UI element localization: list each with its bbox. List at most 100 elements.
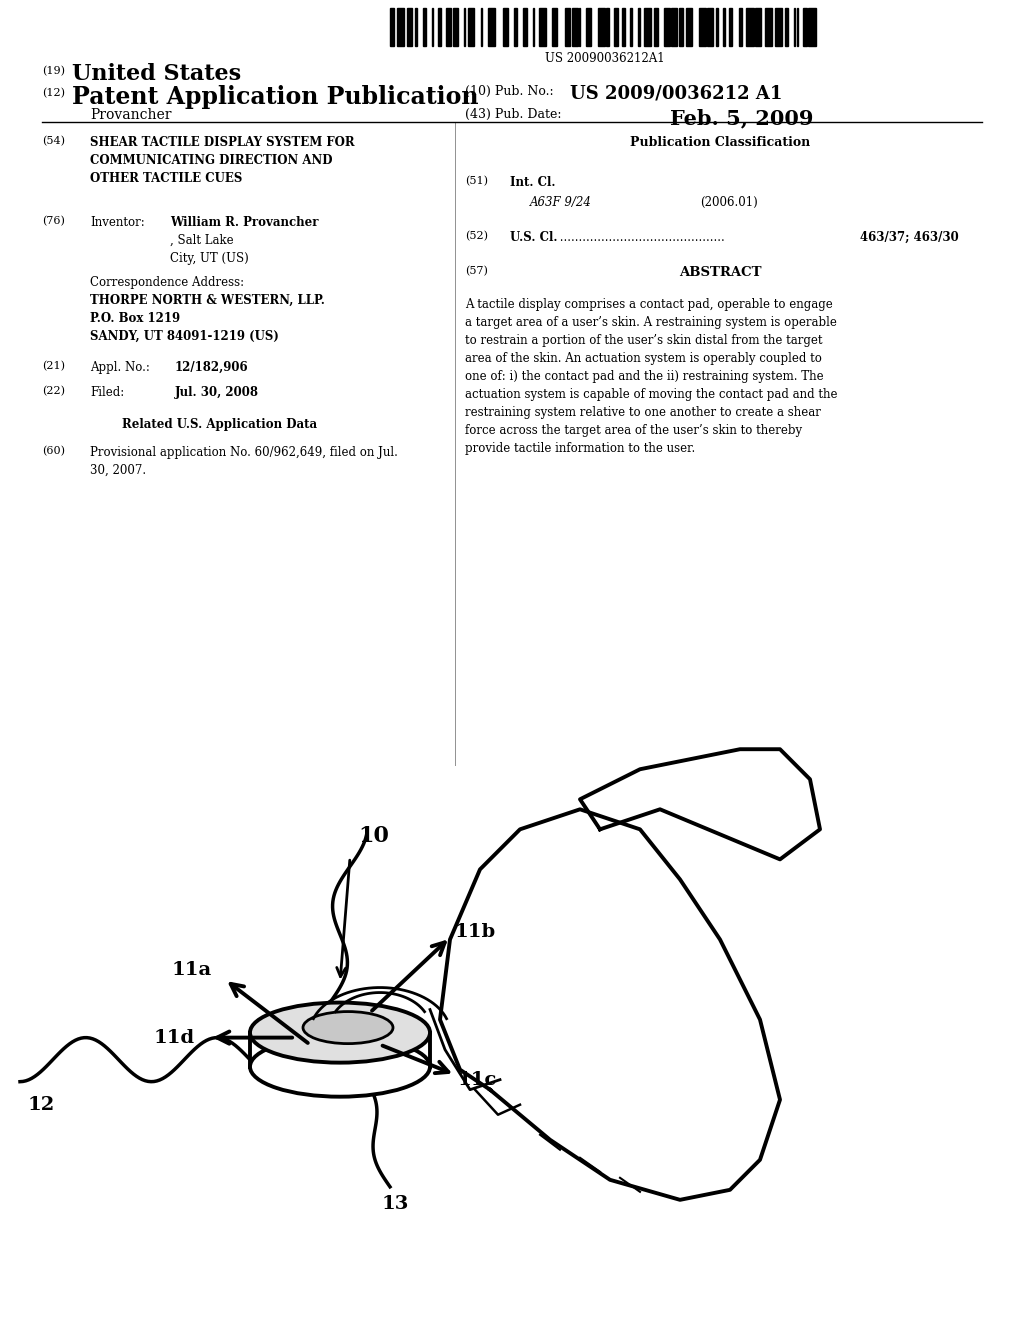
Text: Feb. 5, 2009: Feb. 5, 2009 bbox=[670, 108, 813, 128]
Text: ABSTRACT: ABSTRACT bbox=[679, 265, 761, 279]
Text: 13: 13 bbox=[381, 1195, 409, 1213]
Text: 11c: 11c bbox=[458, 1071, 498, 1089]
Text: P.O. Box 1219: P.O. Box 1219 bbox=[90, 312, 180, 325]
Bar bbox=[698, 8, 706, 46]
Text: US 2009/0036212 A1: US 2009/0036212 A1 bbox=[570, 84, 782, 103]
Text: 11a: 11a bbox=[172, 961, 212, 978]
Bar bbox=[532, 8, 535, 46]
Text: (10) Pub. No.:: (10) Pub. No.: bbox=[465, 84, 554, 98]
Text: U.S. Cl.: U.S. Cl. bbox=[510, 231, 557, 244]
Bar bbox=[432, 8, 433, 46]
Bar bbox=[613, 8, 618, 46]
Text: (54): (54) bbox=[42, 136, 65, 147]
Text: 11d: 11d bbox=[154, 1028, 195, 1047]
Bar bbox=[437, 8, 440, 46]
Bar bbox=[564, 8, 570, 46]
Bar bbox=[587, 8, 591, 46]
Text: 12: 12 bbox=[28, 1096, 55, 1114]
Bar bbox=[630, 8, 633, 46]
Bar bbox=[746, 8, 754, 46]
Bar bbox=[797, 8, 799, 46]
Ellipse shape bbox=[250, 1003, 430, 1063]
Text: Filed:: Filed: bbox=[90, 385, 124, 399]
Bar bbox=[638, 8, 640, 46]
Bar bbox=[446, 8, 451, 46]
Bar bbox=[623, 8, 626, 46]
Bar bbox=[522, 8, 527, 46]
Text: SHEAR TACTILE DISPLAY SYSTEM FOR
COMMUNICATING DIRECTION AND
OTHER TACTILE CUES: SHEAR TACTILE DISPLAY SYSTEM FOR COMMUNI… bbox=[90, 136, 354, 185]
Text: United States: United States bbox=[72, 63, 241, 84]
Text: (22): (22) bbox=[42, 385, 65, 396]
Bar bbox=[644, 8, 651, 46]
Bar bbox=[755, 8, 761, 46]
Text: THORPE NORTH & WESTERN, LLP.: THORPE NORTH & WESTERN, LLP. bbox=[90, 294, 325, 306]
Bar bbox=[397, 8, 404, 46]
Text: (21): (21) bbox=[42, 360, 65, 371]
Bar bbox=[408, 8, 412, 46]
Text: William R. Provancher: William R. Provancher bbox=[170, 216, 318, 228]
Text: 12/182,906: 12/182,906 bbox=[175, 360, 249, 374]
Text: (76): (76) bbox=[42, 216, 65, 226]
Polygon shape bbox=[440, 809, 780, 1200]
Text: 11b: 11b bbox=[455, 924, 496, 941]
Bar bbox=[481, 8, 482, 46]
Bar bbox=[514, 8, 517, 46]
Text: US 20090036212A1: US 20090036212A1 bbox=[545, 51, 665, 65]
Bar bbox=[765, 8, 772, 46]
Text: , Salt Lake: , Salt Lake bbox=[170, 234, 233, 247]
Ellipse shape bbox=[303, 1011, 393, 1044]
Bar bbox=[723, 8, 725, 46]
Bar bbox=[579, 8, 581, 46]
Bar bbox=[672, 8, 677, 46]
Bar bbox=[464, 8, 465, 46]
Text: Inventor:: Inventor: bbox=[90, 216, 144, 228]
Bar bbox=[729, 8, 732, 46]
Text: ............................................: ........................................… bbox=[556, 231, 725, 244]
Bar bbox=[679, 8, 683, 46]
Bar bbox=[665, 8, 670, 46]
Text: 463/37; 463/30: 463/37; 463/30 bbox=[860, 231, 958, 244]
Bar bbox=[775, 8, 782, 46]
Text: (2006.01): (2006.01) bbox=[700, 195, 758, 209]
Text: (51): (51) bbox=[465, 176, 488, 186]
Text: A63F 9/24: A63F 9/24 bbox=[530, 195, 592, 209]
Text: (19): (19) bbox=[42, 66, 65, 77]
Bar bbox=[423, 8, 426, 46]
Bar bbox=[809, 8, 816, 46]
Text: (12): (12) bbox=[42, 88, 65, 98]
Bar bbox=[716, 8, 718, 46]
Text: Provisional application No. 60/962,649, filed on Jul.
30, 2007.: Provisional application No. 60/962,649, … bbox=[90, 446, 398, 477]
Bar bbox=[803, 8, 807, 46]
Text: Provancher: Provancher bbox=[90, 108, 171, 121]
Bar bbox=[571, 8, 578, 46]
Text: 10: 10 bbox=[358, 825, 389, 847]
Bar bbox=[390, 8, 394, 46]
Text: Correspondence Address:: Correspondence Address: bbox=[90, 276, 244, 289]
Text: Publication Classification: Publication Classification bbox=[630, 136, 810, 149]
Text: (52): (52) bbox=[465, 231, 488, 242]
Ellipse shape bbox=[250, 1036, 430, 1097]
Bar bbox=[415, 8, 418, 46]
Text: (57): (57) bbox=[465, 265, 487, 276]
Text: Int. Cl.: Int. Cl. bbox=[510, 176, 555, 189]
Bar bbox=[606, 8, 609, 46]
Text: Related U.S. Application Data: Related U.S. Application Data bbox=[123, 418, 317, 430]
Bar bbox=[739, 8, 742, 46]
Text: Jul. 30, 2008: Jul. 30, 2008 bbox=[175, 385, 259, 399]
Bar bbox=[539, 8, 546, 46]
Text: SANDY, UT 84091-1219 (US): SANDY, UT 84091-1219 (US) bbox=[90, 330, 279, 343]
Text: (43) Pub. Date:: (43) Pub. Date: bbox=[465, 108, 561, 121]
Bar bbox=[686, 8, 691, 46]
Bar bbox=[598, 8, 605, 46]
Text: City, UT (US): City, UT (US) bbox=[170, 252, 249, 265]
Bar bbox=[454, 8, 458, 46]
Bar bbox=[468, 8, 474, 46]
Bar bbox=[785, 8, 788, 46]
Bar bbox=[794, 8, 796, 46]
Bar bbox=[552, 8, 557, 46]
Bar bbox=[503, 8, 508, 46]
Text: Patent Application Publication: Patent Application Publication bbox=[72, 84, 478, 110]
Text: Appl. No.:: Appl. No.: bbox=[90, 360, 150, 374]
Bar bbox=[654, 8, 658, 46]
Text: (60): (60) bbox=[42, 446, 65, 457]
